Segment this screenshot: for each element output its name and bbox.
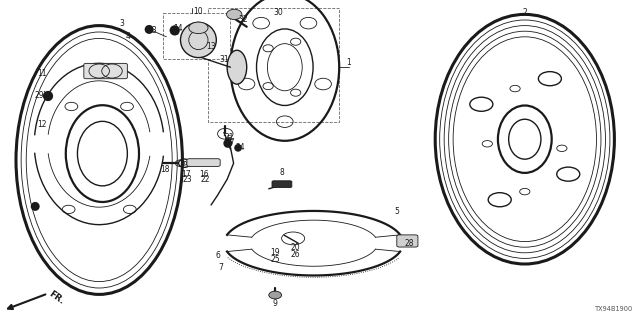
Text: 9: 9 [273, 300, 278, 308]
Text: 2: 2 [522, 8, 527, 17]
Text: 21: 21 [225, 133, 234, 142]
Text: 17: 17 [180, 170, 191, 179]
Text: 15: 15 [222, 135, 232, 144]
Text: 22: 22 [200, 175, 209, 184]
Ellipse shape [189, 22, 208, 34]
Text: 20: 20 [291, 244, 301, 252]
FancyBboxPatch shape [187, 159, 220, 166]
Text: 18: 18 [161, 165, 170, 174]
FancyBboxPatch shape [84, 63, 127, 79]
Ellipse shape [223, 139, 232, 148]
Ellipse shape [269, 291, 282, 299]
Ellipse shape [31, 202, 40, 211]
Text: 24: 24 [235, 143, 245, 152]
Text: 27: 27 [225, 138, 236, 147]
Ellipse shape [227, 50, 247, 84]
Bar [163, 13, 230, 59]
Text: 5: 5 [394, 207, 399, 216]
Bar [208, 8, 339, 122]
Ellipse shape [145, 25, 154, 34]
Text: 32: 32 [238, 15, 248, 24]
Text: 10: 10 [193, 7, 204, 16]
Text: 7: 7 [218, 263, 223, 272]
Text: 29: 29 [35, 92, 45, 100]
Text: 19: 19 [270, 248, 280, 257]
Text: 14: 14 [173, 24, 183, 33]
Text: 1: 1 [346, 58, 351, 67]
Text: 13: 13 [206, 42, 216, 51]
Text: 28: 28 [405, 239, 414, 248]
Text: 25: 25 [270, 255, 280, 264]
Ellipse shape [282, 232, 305, 245]
FancyBboxPatch shape [397, 235, 418, 247]
Text: 33: 33 [147, 26, 157, 35]
Text: 30: 30 [273, 8, 284, 17]
Text: 8: 8 [279, 168, 284, 177]
Text: 26: 26 [291, 250, 301, 259]
Ellipse shape [180, 22, 216, 58]
FancyBboxPatch shape [272, 181, 292, 188]
Text: 11: 11 [37, 69, 46, 78]
Text: TX94B1900: TX94B1900 [595, 306, 634, 312]
Text: 16: 16 [198, 170, 209, 179]
Text: FR.: FR. [47, 290, 65, 306]
Text: 6: 6 [215, 252, 220, 260]
Text: 4: 4 [125, 32, 131, 41]
Text: 3: 3 [119, 20, 124, 28]
Text: 12: 12 [37, 120, 46, 129]
Text: 31: 31 [219, 55, 229, 64]
Ellipse shape [43, 91, 53, 101]
Ellipse shape [234, 144, 242, 152]
Text: 23: 23 [182, 175, 192, 184]
Ellipse shape [170, 25, 180, 36]
Ellipse shape [227, 9, 242, 20]
